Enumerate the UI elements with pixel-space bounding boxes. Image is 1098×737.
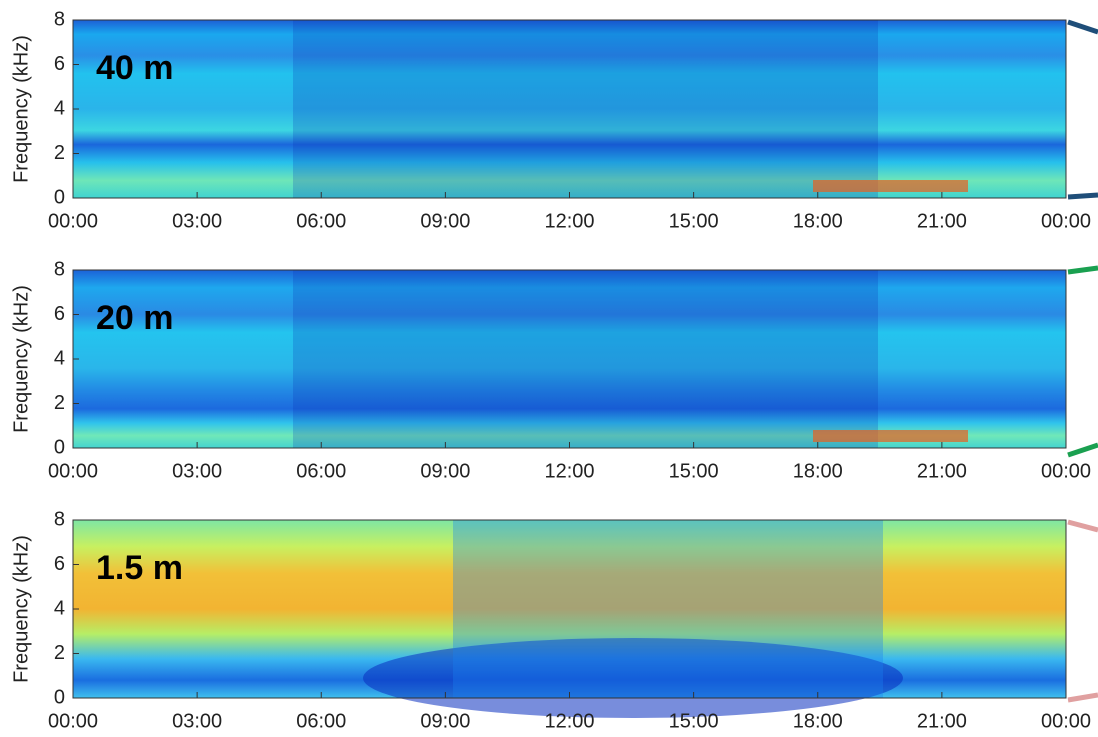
x-tick-label: 00:00 <box>48 710 98 732</box>
x-tick-label: 21:00 <box>917 710 967 732</box>
x-tick-label: 12:00 <box>544 460 594 482</box>
panel: 0 2 4 6 8 00:00 03:00 06:00 09:00 12:00 15:00 18:00… <box>10 8 1091 232</box>
spectrogram-image <box>73 20 1066 198</box>
x-tick-label: 06:00 <box>296 710 346 732</box>
y-tick-label: 2 <box>54 142 65 164</box>
y-tick-label: 4 <box>54 97 65 119</box>
panel: 0 2 4 6 8 00:00 03:00 06:00 09:00 12:00 15:00 18:00… <box>10 508 1091 732</box>
y-tick-label: 0 <box>54 686 65 708</box>
y-tick-label: 6 <box>54 303 65 325</box>
y-tick-label: 0 <box>54 186 65 208</box>
x-tick-label: 03:00 <box>172 710 222 732</box>
y-tick-label: 2 <box>54 642 65 664</box>
y-tick-label: 4 <box>54 597 65 619</box>
shade <box>293 20 878 198</box>
y-axis-label: Frequency (kHz) <box>10 535 32 683</box>
x-tick-label: 00:00 <box>1041 710 1091 732</box>
y-tick-label: 8 <box>54 258 65 280</box>
x-tick-label: 06:00 <box>296 210 346 232</box>
x-tick-label: 18:00 <box>793 710 843 732</box>
x-tick-label: 00:00 <box>48 460 98 482</box>
x-tick-label: 09:00 <box>420 460 470 482</box>
x-tick-label: 15:00 <box>669 710 719 732</box>
y-tick-label: 2 <box>54 392 65 414</box>
x-tick-label: 03:00 <box>172 210 222 232</box>
x-tick-label: 12:00 <box>544 210 594 232</box>
x-tick-label: 15:00 <box>669 210 719 232</box>
y-axis-label: Frequency (kHz) <box>10 35 32 183</box>
x-tick-label: 09:00 <box>420 710 470 732</box>
y-tick-label: 6 <box>54 53 65 75</box>
shade <box>293 270 878 448</box>
x-tick-label: 15:00 <box>669 460 719 482</box>
x-tick-label: 18:00 <box>793 210 843 232</box>
x-tick-label: 00:00 <box>48 210 98 232</box>
x-tick-label: 21:00 <box>917 460 967 482</box>
panel-title: 40 m <box>96 49 174 87</box>
panel: 0 2 4 6 8 00:00 03:00 06:00 09:00 12:00 15:00 18:00… <box>10 258 1091 482</box>
y-tick-label: 8 <box>54 8 65 30</box>
x-tick-label: 06:00 <box>296 460 346 482</box>
connectors <box>1067 19 1098 703</box>
x-tick-label: 00:00 <box>1041 210 1091 232</box>
shade <box>813 180 968 192</box>
y-tick-label: 0 <box>54 436 65 458</box>
x-tick-label: 21:00 <box>917 210 967 232</box>
shade <box>453 520 883 698</box>
y-axis-label: Frequency (kHz) <box>10 285 32 433</box>
y-tick-label: 4 <box>54 347 65 369</box>
y-tick-label: 8 <box>54 508 65 530</box>
panel-title: 20 m <box>96 299 174 337</box>
y-tick-label: 6 <box>54 553 65 575</box>
x-tick-label: 09:00 <box>420 210 470 232</box>
x-tick-label: 18:00 <box>793 460 843 482</box>
shade <box>813 430 968 442</box>
panel-title: 1.5 m <box>96 549 183 587</box>
x-tick-label: 12:00 <box>544 710 594 732</box>
x-tick-label: 00:00 <box>1041 460 1091 482</box>
x-tick-label: 03:00 <box>172 460 222 482</box>
spectrogram-image <box>73 270 1066 448</box>
